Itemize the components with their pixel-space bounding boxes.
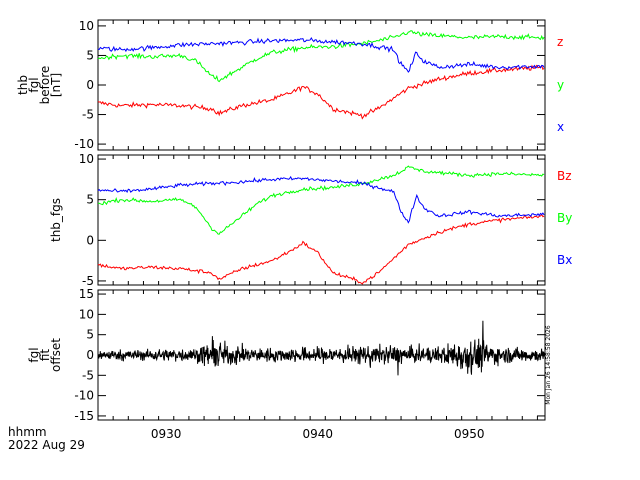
y-tick-label: -10 — [74, 137, 94, 151]
panel-ylabel-line: thb_fgs — [49, 198, 63, 242]
y-tick-label: 10 — [79, 19, 94, 33]
y-tick-label: 5 — [86, 193, 94, 207]
y-tick-label: -10 — [74, 389, 94, 403]
y-tick-label: -5 — [82, 274, 94, 288]
series-line — [97, 175, 545, 224]
x-tick-label: 0930 — [151, 427, 182, 441]
y-tick-label: -15 — [74, 409, 94, 423]
x-axis-unit-label: hhmm — [8, 425, 47, 439]
legend-Bz: Bz — [557, 169, 572, 183]
timestamp-stamp: Mon Jan 26 14:58:58 2026 — [545, 325, 552, 405]
legend-z: z — [557, 35, 563, 49]
panel-ylabel: thbfglbefore[nT] — [16, 66, 63, 105]
legend-x: x — [557, 120, 564, 134]
panel-ylabel-line: fit — [38, 349, 52, 362]
series-line — [97, 213, 545, 285]
panel-ylabel-line: fgl — [27, 347, 41, 362]
y-tick-label: 15 — [79, 287, 94, 301]
x-tick-label: 0950 — [454, 427, 485, 441]
y-tick-label: -5 — [82, 108, 94, 122]
series-line — [97, 30, 545, 83]
x-axis-date-label: 2022 Aug 29 — [8, 438, 85, 452]
x-tick-label: 0940 — [302, 427, 333, 441]
panel-ylabel: fglfitoffset — [27, 338, 63, 372]
series-line — [97, 64, 545, 120]
y-tick-label: 10 — [79, 152, 94, 166]
legend-Bx: Bx — [557, 253, 572, 267]
panel-frame — [97, 19, 546, 151]
panel-ylabel-line: fgl — [27, 77, 41, 92]
y-tick-label: 0 — [86, 233, 94, 247]
y-tick-label: 10 — [79, 307, 94, 321]
panel-frame — [97, 154, 546, 286]
y-tick-label: 0 — [86, 78, 94, 92]
y-tick-label: 5 — [86, 328, 94, 342]
legend-y: y — [557, 78, 564, 92]
panel-ylabel-line: before — [38, 66, 52, 105]
y-tick-label: -5 — [82, 368, 94, 382]
y-tick-label: 0 — [86, 348, 94, 362]
panel-ylabel-line: [nT] — [49, 73, 63, 97]
panel-ylabel-line: thb — [16, 75, 30, 95]
series-line — [97, 37, 545, 73]
series-line — [98, 165, 545, 235]
series-line — [97, 320, 546, 376]
panel-ylabel: thb_fgs — [49, 198, 63, 242]
panel-ylabel-line: offset — [49, 338, 63, 372]
legend-By: By — [557, 211, 572, 225]
y-tick-label: 5 — [86, 48, 94, 62]
